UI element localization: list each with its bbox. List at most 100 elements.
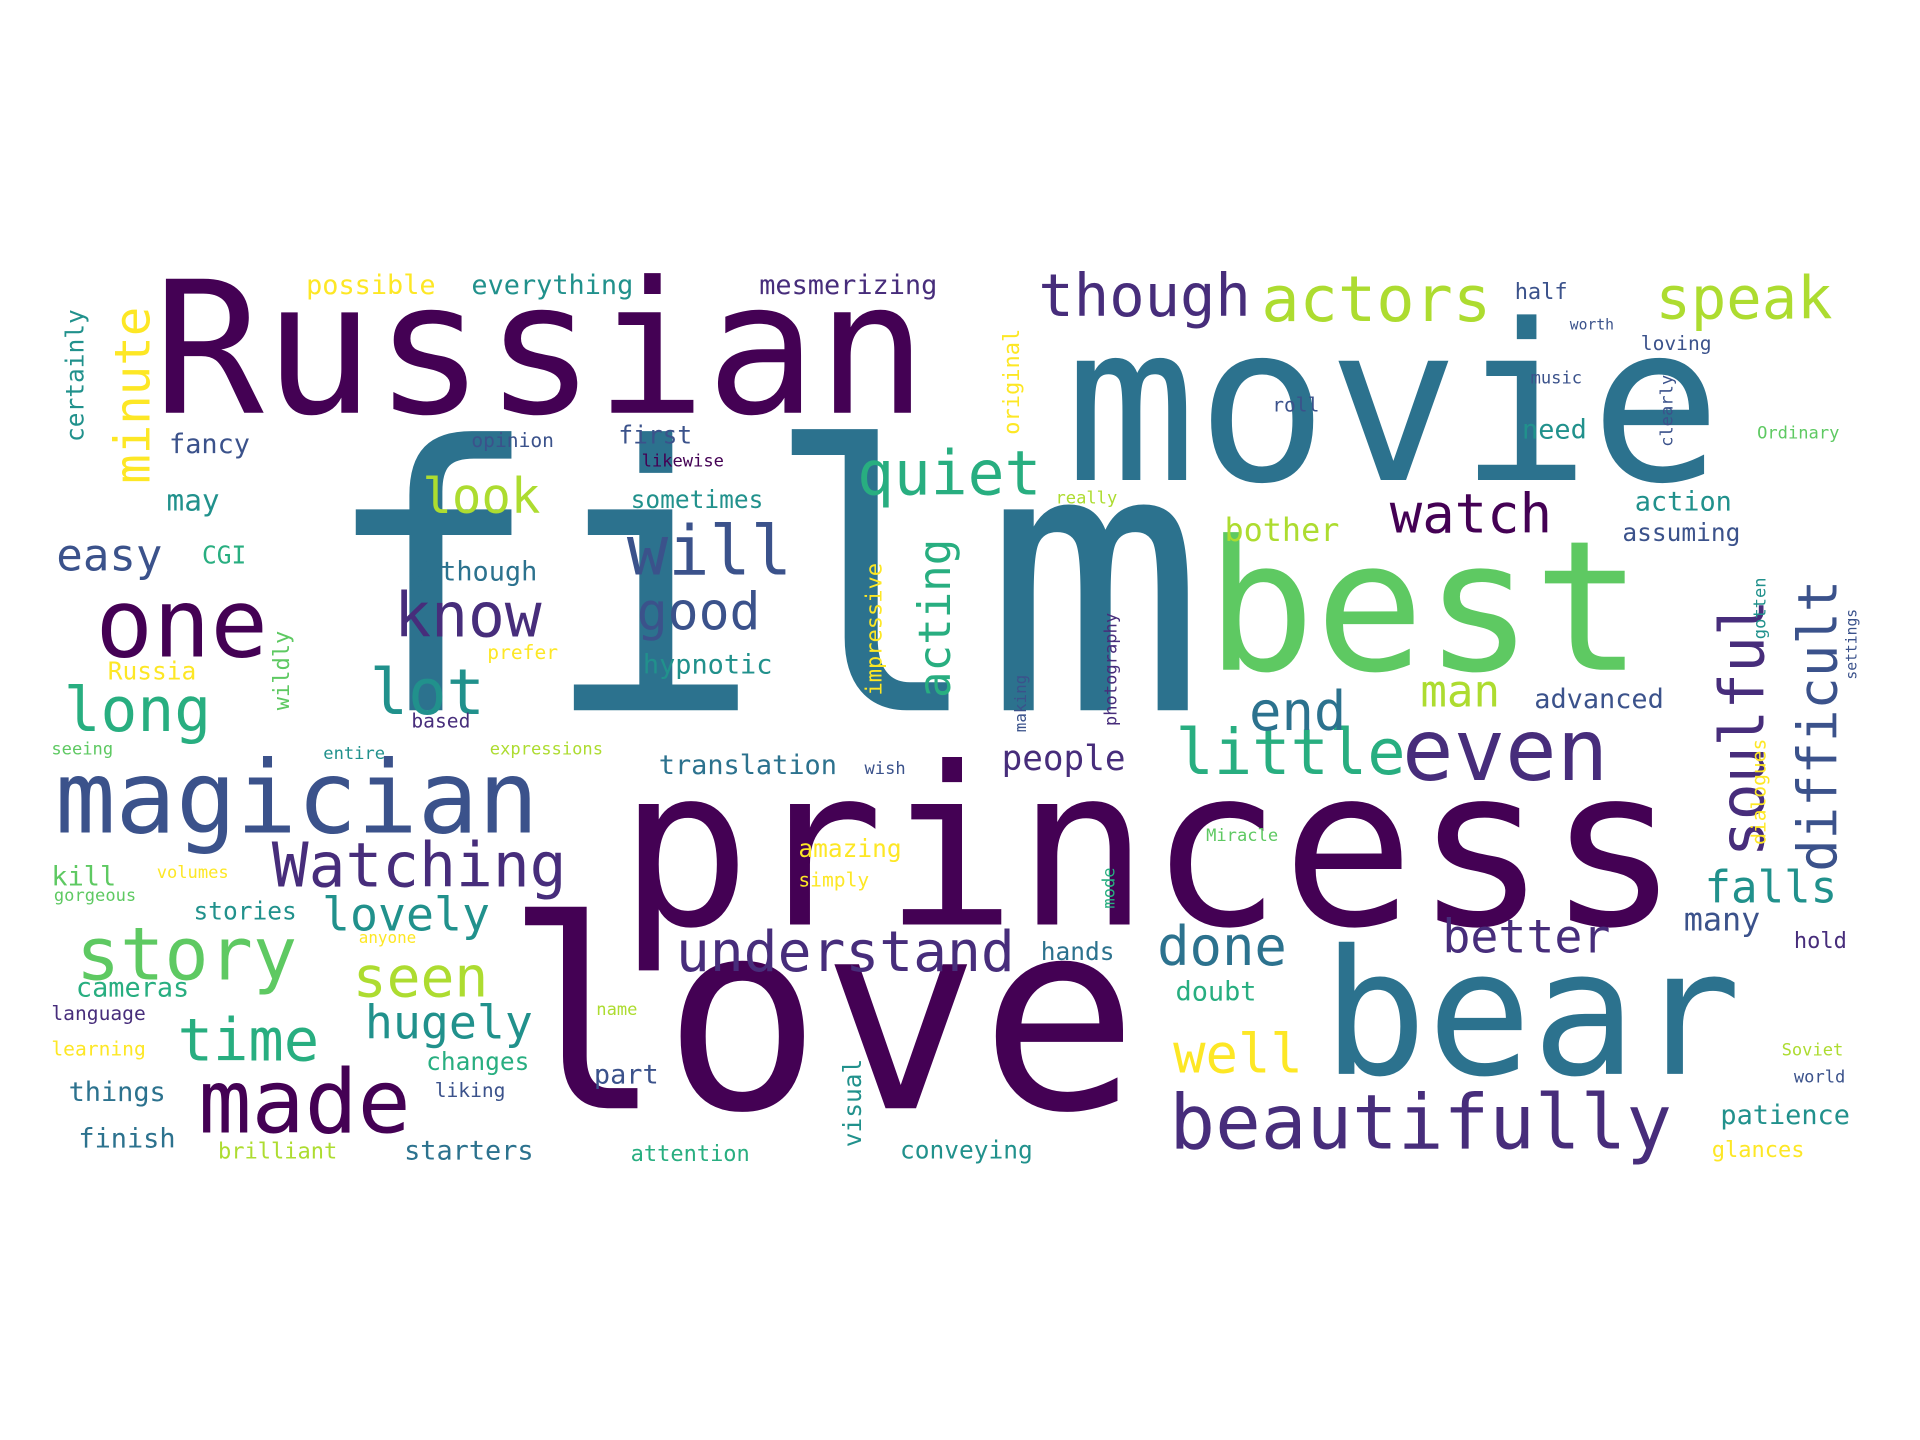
word-time: time [178,1005,320,1074]
word-people: people [1002,739,1126,779]
word-loving: loving [1641,332,1712,355]
word-language: language [51,1002,145,1025]
word-hugely: hugely [365,995,533,1049]
word-mode: mode [1099,867,1119,908]
word-hands: hands [1041,937,1115,966]
word-settings: settings [1843,609,1860,680]
word-expressions: expressions [490,739,603,759]
word-russian: Russian [153,243,927,457]
word-beautifully: beautifully [1169,1079,1672,1167]
word-world: world [1794,1067,1845,1087]
word-end: end [1249,680,1346,743]
word-kill: kill [51,861,116,892]
word-need: need [1522,414,1587,445]
word-possible: possible [306,270,436,301]
word-first: first [618,420,692,449]
word-part: part [594,1060,659,1091]
word-long: long [64,675,211,746]
word-done: done [1157,915,1287,978]
word-certainly: certainly [60,309,89,442]
word-bother: bother [1225,512,1340,549]
word-film: film [321,369,1206,797]
word-original: original [1000,329,1025,435]
word-magician: magician [55,740,539,857]
word-starters: starters [404,1136,534,1167]
word-visual: visual [838,1059,867,1148]
word-soulful: soulful [1707,599,1778,857]
word-difficult: difficult [1787,580,1850,872]
word-fancy: fancy [169,429,250,460]
word-action: action [1635,487,1732,518]
word-half: half [1515,280,1568,305]
word-best: best [1206,502,1642,713]
word-story: story [76,913,297,998]
word-anyone: anyone [359,928,416,947]
word-things: things [69,1077,166,1108]
word-roll: roll [1272,393,1319,416]
word-watch: watch [1390,483,1552,546]
word-music: music [1531,368,1582,388]
word-advanced: advanced [1534,684,1664,715]
word-will: will [627,511,792,591]
word-clearly: clearly [1658,375,1678,447]
word-may: may [167,484,220,518]
word-one: one [96,567,269,679]
word-impressive: impressive [863,563,888,695]
word-lovely: lovely [322,888,490,942]
word-princess: princess [618,720,1680,977]
word-russia: Russia [108,657,197,686]
word-cgi: CGI [202,540,246,569]
word-miracle: Miracle [1206,826,1278,846]
word-stories: stories [194,897,297,926]
word-simply: simply [798,869,869,892]
word-likewise: likewise [642,452,724,472]
word-translation: translation [659,750,837,781]
word-attention: attention [631,1142,750,1167]
word-look: look [422,468,540,525]
word-name: name [596,1000,637,1020]
word-movie: movie [1065,279,1721,532]
word-making: making [1011,675,1030,732]
word-speak: speak [1656,263,1833,332]
word-ordinary: Ordinary [1757,423,1839,443]
word-watching: Watching [272,831,567,902]
word-wish: wish [865,759,906,779]
word-bear: bear [1322,914,1741,1116]
word-sometimes: sometimes [631,485,764,514]
word-assuming: assuming [1622,518,1740,547]
word-dialogues: dialogues [1748,739,1771,845]
word-although: although [408,556,538,587]
word-finish: finish [78,1123,175,1154]
word-lot: lot [370,656,485,730]
word-quiet: quiet [857,439,1041,510]
word-mesmerizing: mesmerizing [759,270,937,301]
word-based: based [411,709,470,732]
word-worth: worth [1570,316,1614,333]
word-easy: easy [56,531,162,582]
word-prefer: prefer [487,641,558,664]
word-brilliant: brilliant [218,1139,337,1164]
word-understand: understand [676,920,1015,985]
word-falls: falls [1705,862,1838,913]
word-opinion: opinion [471,429,554,452]
word-even: even [1402,701,1608,801]
word-well: well [1173,1023,1303,1086]
word-good: good [637,582,761,642]
word-conveying: conveying [900,1135,1033,1164]
word-photography: photography [1102,613,1122,726]
word-volumes: volumes [157,863,229,883]
word-though: though [1038,261,1250,330]
word-many: many [1684,902,1761,939]
word-better: better [1442,910,1610,964]
word-patience: patience [1720,1100,1850,1131]
word-amazing: amazing [798,834,901,863]
word-soviet: Soviet [1782,1041,1844,1061]
word-wildly: wildly [270,631,295,710]
word-gotten: gotten [1751,577,1771,639]
word-know: know [394,581,542,652]
word-actors: actors [1261,263,1491,337]
word-hypnotic: hypnotic [643,650,773,681]
